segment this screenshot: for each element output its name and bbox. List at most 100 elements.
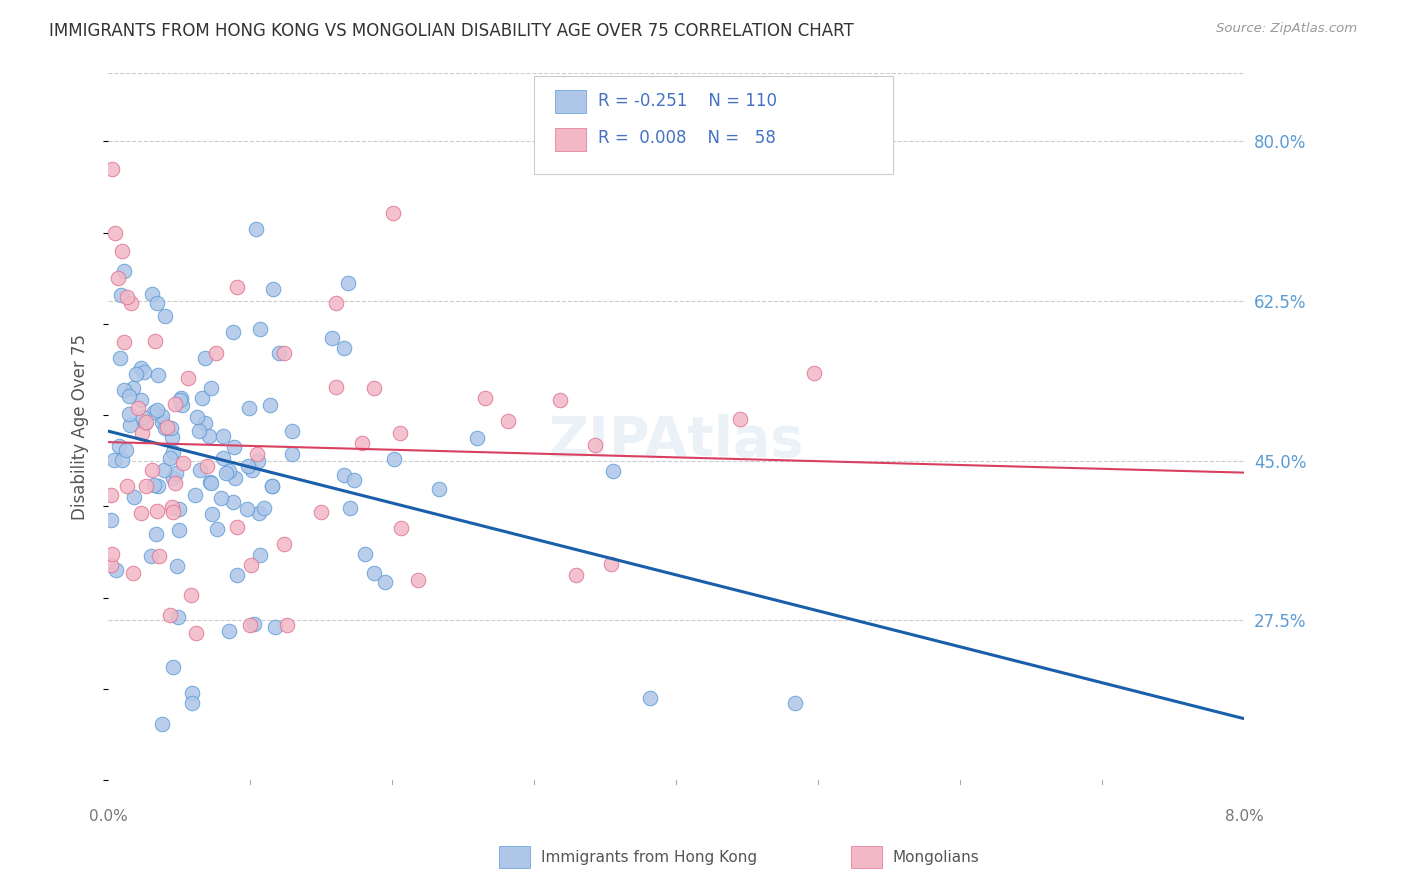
Point — [388, 425, 411, 440]
Point — [172, 456, 194, 470]
Point — [638, 691, 661, 706]
Point — [180, 589, 202, 603]
Point — [181, 696, 204, 710]
Point — [108, 439, 131, 453]
Point — [100, 488, 122, 502]
Point — [253, 501, 276, 516]
Point — [247, 506, 270, 520]
Point — [212, 450, 235, 465]
Point — [110, 288, 132, 302]
Point — [100, 513, 122, 527]
Point — [166, 559, 188, 574]
Point — [143, 478, 166, 492]
Point — [131, 426, 153, 441]
Point — [124, 367, 146, 381]
Point — [602, 464, 624, 478]
Point — [238, 459, 260, 474]
Point — [104, 226, 127, 240]
Point — [465, 431, 488, 445]
Point — [350, 435, 373, 450]
Point — [224, 471, 246, 485]
Point — [197, 428, 219, 442]
Point — [309, 505, 332, 519]
Point — [110, 351, 132, 365]
Point — [333, 468, 356, 483]
Point — [281, 424, 304, 438]
Point — [188, 463, 211, 477]
Point — [201, 508, 224, 522]
Point — [325, 380, 347, 394]
Point — [159, 451, 181, 466]
Point — [728, 411, 751, 425]
Point — [281, 447, 304, 461]
Point — [170, 391, 193, 405]
Point — [120, 418, 142, 433]
Point — [122, 566, 145, 581]
Point — [143, 334, 166, 348]
Point — [269, 346, 291, 360]
Point — [262, 479, 284, 493]
Point — [583, 438, 606, 452]
Text: ZIPAtlas: ZIPAtlas — [548, 414, 804, 467]
Point — [381, 206, 404, 220]
Point — [194, 351, 217, 365]
Point — [143, 405, 166, 419]
Point — [139, 549, 162, 564]
Point — [408, 574, 430, 588]
Point — [153, 463, 176, 477]
Point — [150, 409, 173, 423]
Text: IMMIGRANTS FROM HONG KONG VS MONGOLIAN DISABILITY AGE OVER 75 CORRELATION CHART: IMMIGRANTS FROM HONG KONG VS MONGOLIAN D… — [49, 22, 853, 40]
Point — [111, 453, 134, 467]
Point — [218, 624, 240, 639]
Point — [354, 547, 377, 561]
Point — [160, 500, 183, 514]
Point — [225, 280, 247, 294]
Point — [474, 391, 496, 405]
Point — [146, 296, 169, 310]
Point — [184, 488, 207, 502]
Point — [222, 495, 245, 509]
Point — [162, 445, 184, 459]
Point — [127, 401, 149, 416]
Point — [245, 221, 267, 235]
Point — [170, 398, 193, 412]
Point — [389, 521, 412, 535]
Point — [103, 453, 125, 467]
Point — [249, 322, 271, 336]
Point — [112, 383, 135, 397]
Point — [163, 475, 186, 490]
Point — [107, 271, 129, 285]
Point — [374, 575, 396, 590]
Point — [188, 425, 211, 439]
Point — [325, 296, 347, 310]
Point — [146, 479, 169, 493]
Point — [150, 716, 173, 731]
Text: R =  0.008    N =   58: R = 0.008 N = 58 — [598, 129, 776, 147]
Point — [343, 473, 366, 487]
Point — [363, 566, 385, 581]
Point — [132, 365, 155, 379]
Point — [166, 466, 188, 480]
Point — [129, 393, 152, 408]
Point — [121, 381, 143, 395]
Point — [117, 479, 139, 493]
Point — [803, 366, 825, 380]
Point — [496, 414, 519, 428]
Point — [169, 393, 191, 408]
Point — [129, 360, 152, 375]
Point — [167, 609, 190, 624]
Point — [332, 341, 354, 355]
Point — [148, 549, 170, 564]
Point — [239, 618, 262, 632]
Point — [339, 500, 361, 515]
Point — [132, 409, 155, 424]
Point — [150, 416, 173, 430]
Point — [429, 482, 451, 496]
Point — [167, 501, 190, 516]
Point — [565, 568, 588, 582]
Point — [186, 410, 208, 425]
Point — [162, 471, 184, 485]
Point — [215, 466, 238, 480]
Point — [141, 463, 163, 477]
Point — [100, 558, 122, 573]
